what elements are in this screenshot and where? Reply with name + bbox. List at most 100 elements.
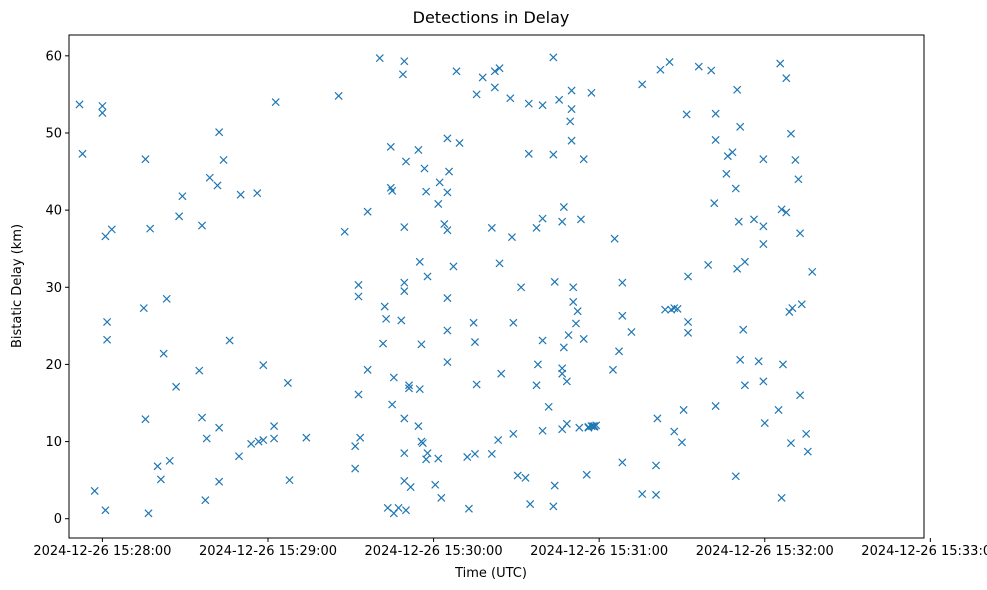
data-point: [566, 117, 575, 126]
data-point: [201, 496, 210, 505]
data-point: [400, 414, 409, 423]
data-point: [558, 217, 567, 226]
data-point: [592, 421, 601, 430]
data-point: [452, 67, 461, 76]
data-point: [549, 53, 558, 62]
data-point: [397, 316, 406, 325]
data-point: [638, 490, 647, 499]
data-point: [615, 347, 624, 356]
data-point: [704, 260, 713, 269]
data-point: [386, 142, 395, 151]
data-point: [423, 449, 432, 458]
data-point: [400, 278, 409, 287]
data-point: [728, 148, 737, 157]
data-point: [434, 199, 443, 208]
data-point: [710, 199, 719, 208]
data-point: [215, 477, 224, 486]
data-markers: [75, 53, 817, 518]
data-point: [754, 357, 763, 366]
data-point: [760, 419, 769, 428]
data-point: [569, 297, 578, 306]
data-point: [195, 366, 204, 375]
data-point: [202, 434, 211, 443]
data-point: [711, 402, 720, 411]
data-point: [400, 57, 409, 66]
data-point: [582, 470, 591, 479]
data-point: [172, 382, 181, 391]
data-point: [517, 283, 526, 292]
data-point: [610, 234, 619, 243]
data-point: [455, 138, 464, 148]
data-point: [796, 391, 805, 400]
data-point: [679, 405, 688, 414]
data-point: [549, 150, 558, 159]
data-point: [490, 67, 499, 76]
data-point: [538, 214, 547, 223]
data-point: [98, 108, 107, 117]
x-tick-label: 2024-12-26 15:29:00: [199, 544, 337, 559]
data-point: [205, 173, 214, 182]
data-point: [165, 456, 174, 465]
data-point: [470, 449, 479, 458]
data-point: [487, 449, 496, 458]
data-point: [434, 454, 443, 463]
data-point: [562, 419, 571, 428]
data-point: [803, 447, 812, 456]
x-axis-label: Time (UTC): [454, 566, 527, 581]
data-point: [141, 155, 150, 164]
data-point: [564, 331, 573, 340]
data-point: [400, 476, 409, 485]
data-point: [139, 304, 148, 313]
data-point: [759, 377, 768, 386]
data-point: [422, 187, 431, 196]
data-point: [497, 369, 506, 378]
data-point: [778, 360, 787, 369]
data-point: [283, 378, 292, 387]
data-point: [415, 257, 424, 266]
data-point: [144, 509, 153, 518]
data-point: [98, 101, 107, 110]
data-point: [791, 155, 800, 165]
data-point: [401, 157, 411, 166]
data-point: [382, 314, 391, 323]
data-point: [380, 302, 389, 311]
data-point: [159, 349, 168, 358]
y-tick-label: 50: [45, 126, 62, 141]
data-point: [156, 475, 165, 484]
data-point: [808, 267, 817, 276]
data-point: [443, 358, 452, 367]
data-point: [558, 369, 567, 378]
y-axis-label: Bistatic Delay (km): [10, 224, 25, 348]
data-point: [101, 232, 110, 241]
data-point: [608, 365, 617, 374]
data-point: [417, 340, 426, 349]
data-point: [285, 476, 294, 485]
data-point: [571, 319, 581, 328]
data-point: [665, 57, 674, 67]
data-point: [351, 442, 360, 451]
data-point: [684, 317, 693, 327]
data-point: [731, 472, 740, 481]
data-point: [340, 227, 349, 236]
data-point: [401, 506, 411, 515]
data-point: [494, 435, 503, 445]
data-point: [146, 224, 155, 233]
data-point: [618, 311, 627, 320]
data-point: [722, 169, 731, 178]
data-point: [440, 219, 449, 229]
data-point: [567, 136, 576, 145]
data-point: [638, 80, 647, 89]
data-point: [569, 283, 578, 292]
data-point: [707, 66, 716, 75]
data-point: [435, 178, 444, 187]
data-point: [443, 226, 452, 235]
data-point: [627, 327, 636, 337]
data-point: [794, 175, 803, 184]
data-point: [414, 145, 423, 154]
data-point: [777, 493, 786, 502]
data-point: [400, 449, 409, 458]
data-point: [388, 186, 397, 195]
x-axis: 2024-12-26 15:28:00 2024-12-26 15:29:00 20…: [33, 538, 987, 559]
data-point: [431, 480, 440, 489]
data-point: [567, 86, 576, 95]
